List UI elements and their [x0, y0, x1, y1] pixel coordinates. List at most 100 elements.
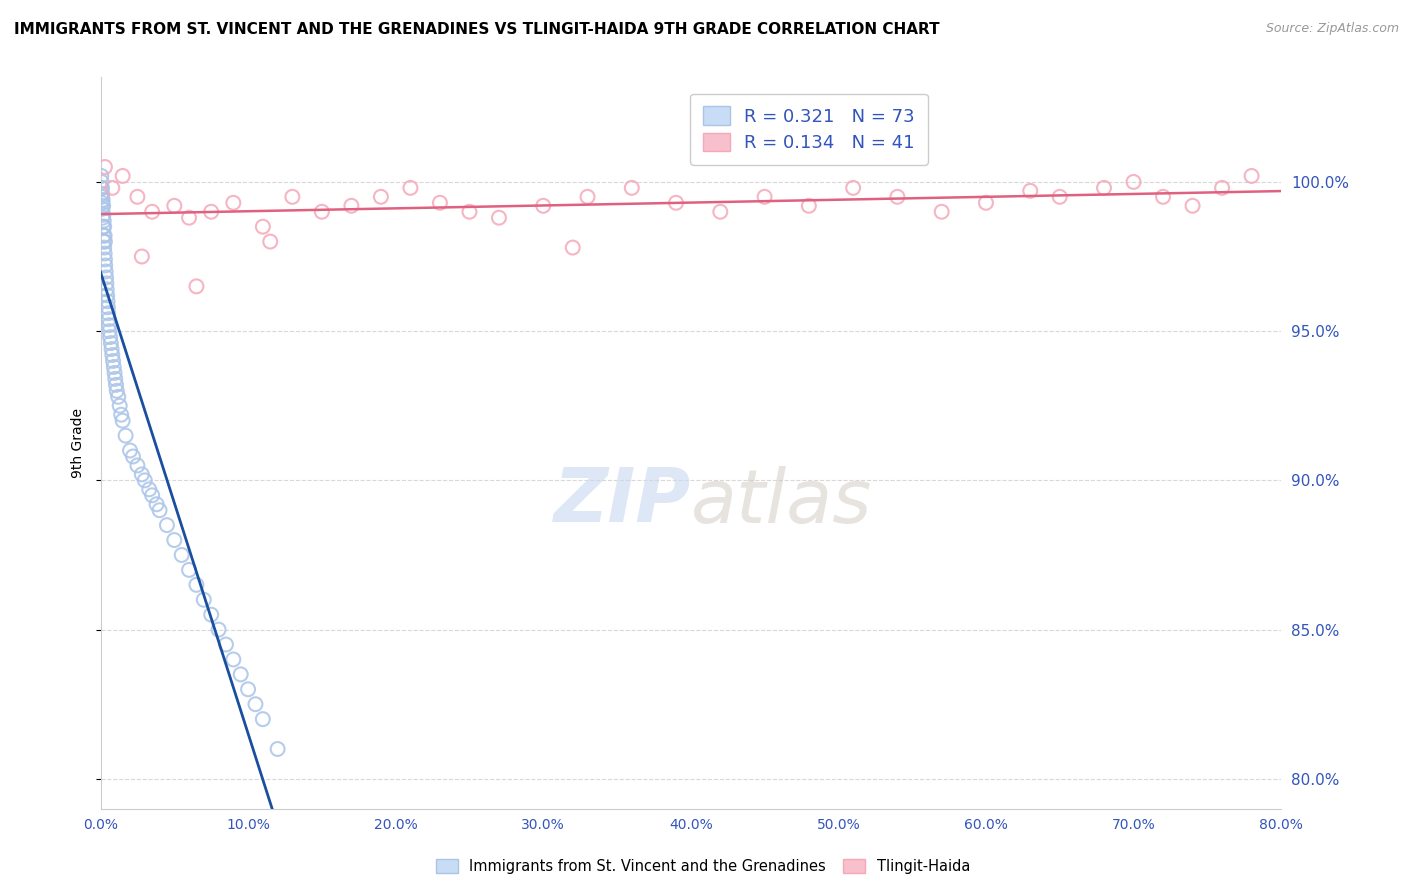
Point	[311, 204, 333, 219]
Point	[103, 359, 125, 374]
Point	[1122, 175, 1144, 189]
Point	[93, 246, 115, 260]
Text: IMMIGRANTS FROM ST. VINCENT AND THE GRENADINES VS TLINGIT-HAIDA 9TH GRADE CORREL: IMMIGRANTS FROM ST. VINCENT AND THE GREN…	[14, 22, 939, 37]
Point	[138, 483, 160, 497]
Point	[131, 250, 153, 264]
Point	[97, 294, 120, 309]
Point	[114, 428, 136, 442]
Point	[94, 270, 117, 285]
Point	[207, 623, 229, 637]
Point	[94, 160, 117, 174]
Point	[111, 414, 134, 428]
Point	[90, 181, 112, 195]
Point	[163, 533, 186, 547]
Point	[229, 667, 252, 681]
Point	[101, 181, 124, 195]
Point	[215, 638, 238, 652]
Point	[177, 211, 200, 225]
Point	[101, 354, 124, 368]
Point	[127, 190, 149, 204]
Point	[96, 288, 118, 302]
Point	[177, 563, 200, 577]
Point	[186, 578, 208, 592]
Point	[93, 219, 115, 234]
Point	[259, 235, 281, 249]
Point	[754, 190, 776, 204]
Point	[886, 190, 908, 204]
Point	[1152, 190, 1174, 204]
Point	[974, 195, 997, 210]
Point	[561, 241, 583, 255]
Point	[370, 190, 392, 204]
Point	[170, 548, 193, 562]
Point	[488, 211, 510, 225]
Point	[1049, 190, 1071, 204]
Point	[91, 181, 114, 195]
Point	[1240, 169, 1263, 183]
Point	[127, 458, 149, 473]
Point	[98, 324, 121, 338]
Point	[797, 199, 820, 213]
Point	[100, 336, 122, 351]
Point	[281, 190, 304, 204]
Point	[91, 202, 114, 216]
Point	[842, 181, 865, 195]
Text: atlas: atlas	[690, 466, 872, 538]
Point	[186, 279, 208, 293]
Point	[97, 306, 120, 320]
Point	[93, 213, 115, 227]
Legend: Immigrants from St. Vincent and the Grenadines, Tlingit-Haida: Immigrants from St. Vincent and the Gren…	[430, 854, 976, 880]
Point	[141, 204, 163, 219]
Point	[104, 372, 127, 386]
Point	[94, 259, 117, 273]
Point	[96, 277, 118, 291]
Point	[134, 474, 156, 488]
Point	[91, 186, 114, 201]
Point	[93, 228, 115, 243]
Point	[340, 199, 363, 213]
Point	[709, 204, 731, 219]
Point	[576, 190, 599, 204]
Point	[531, 199, 554, 213]
Point	[90, 169, 112, 183]
Point	[163, 199, 186, 213]
Legend: R = 0.321   N = 73, R = 0.134   N = 41: R = 0.321 N = 73, R = 0.134 N = 41	[690, 94, 928, 165]
Point	[1181, 199, 1204, 213]
Point	[620, 181, 643, 195]
Point	[90, 175, 112, 189]
Point	[110, 408, 132, 422]
Point	[91, 211, 114, 225]
Point	[97, 300, 120, 314]
Point	[1019, 184, 1042, 198]
Point	[156, 518, 179, 533]
Point	[105, 377, 128, 392]
Point	[399, 181, 422, 195]
Point	[111, 169, 134, 183]
Point	[1211, 181, 1233, 195]
Point	[931, 204, 953, 219]
Point	[98, 318, 121, 333]
Point	[266, 742, 288, 756]
Point	[107, 390, 129, 404]
Point	[252, 219, 274, 234]
Point	[94, 235, 117, 249]
Point	[141, 488, 163, 502]
Point	[108, 399, 131, 413]
Point	[429, 195, 451, 210]
Point	[98, 330, 121, 344]
Point	[91, 193, 114, 207]
Point	[100, 342, 122, 356]
Point	[200, 607, 222, 622]
Text: Source: ZipAtlas.com: Source: ZipAtlas.com	[1265, 22, 1399, 36]
Point	[96, 282, 118, 296]
Point	[93, 241, 115, 255]
Point	[200, 204, 222, 219]
Point	[105, 384, 128, 398]
Text: ZIP: ZIP	[554, 465, 690, 538]
Point	[252, 712, 274, 726]
Point	[236, 682, 259, 697]
Point	[93, 235, 115, 249]
Point	[97, 312, 120, 326]
Point	[222, 652, 245, 666]
Point	[103, 366, 125, 380]
